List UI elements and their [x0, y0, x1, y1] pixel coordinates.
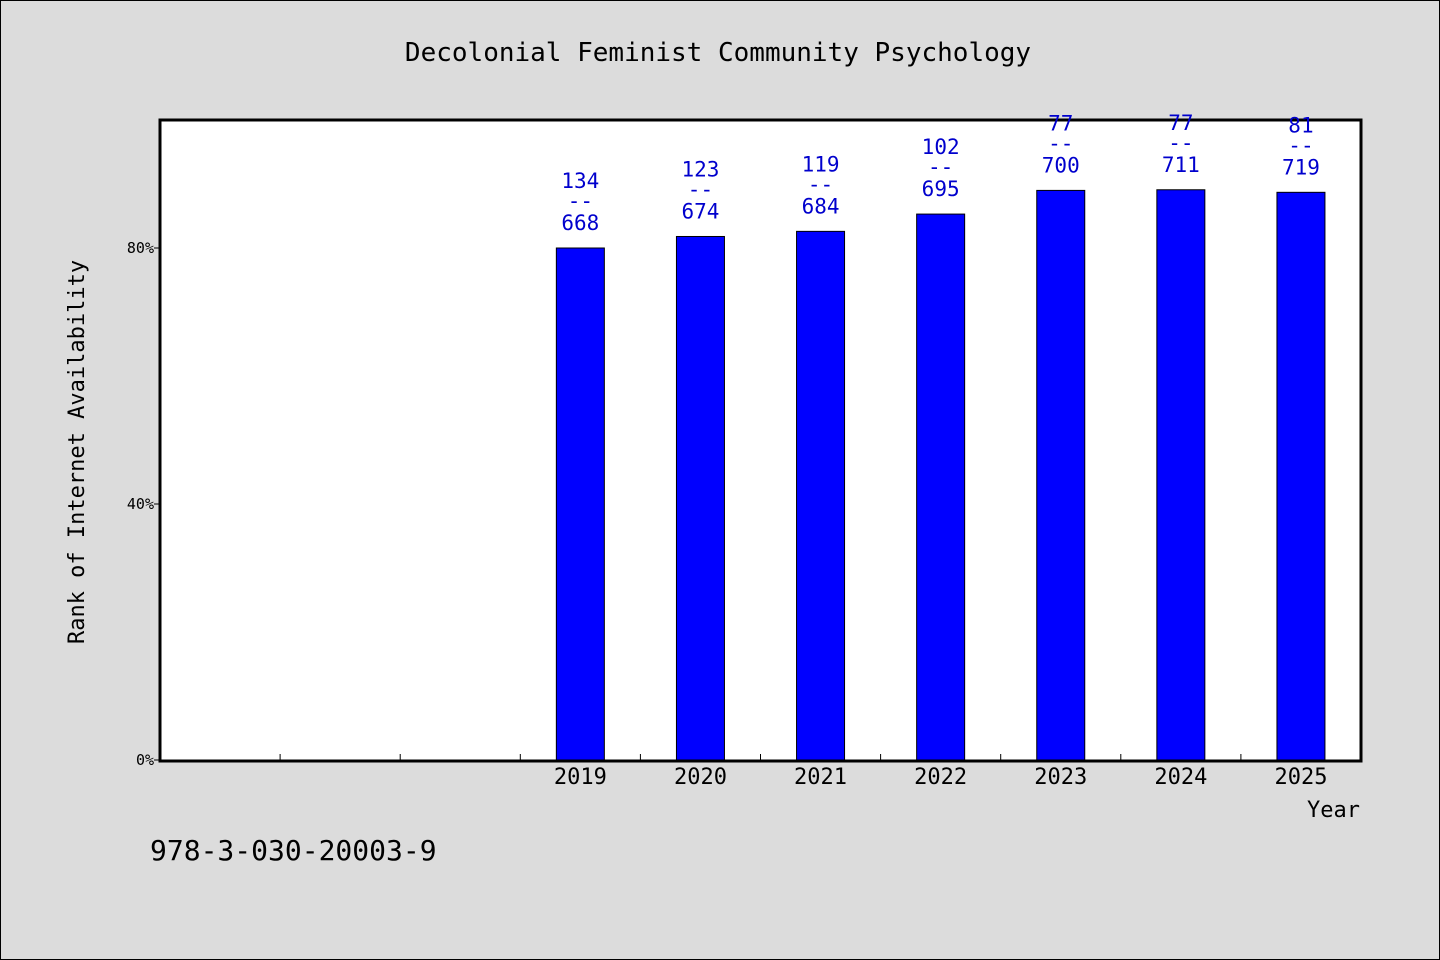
y-tick-label: 40% [127, 495, 154, 513]
x-axis-label: Year [1307, 798, 1360, 823]
x-tick-label-2024: 2024 [1154, 765, 1207, 790]
data-label-mid-2021: -- [808, 172, 833, 196]
x-tick-label-2019: 2019 [554, 765, 607, 790]
bars-group [555, 189, 1326, 761]
bar-2021 [796, 230, 846, 761]
data-label-mid-2022: -- [928, 155, 953, 179]
x-tick-label-2023: 2023 [1034, 765, 1087, 790]
y-tick-label: 80% [127, 239, 154, 257]
data-label-mid-2025: -- [1288, 133, 1313, 157]
x-tick-label-2020: 2020 [674, 765, 727, 790]
isbn-text: 978-3-030-20003-9 [150, 834, 437, 867]
data-label-top-2023: 77 [1048, 111, 1073, 135]
data-label-bottom-2019: 668 [561, 211, 599, 235]
x-tick-label-2022: 2022 [914, 765, 967, 790]
bar-2025 [1276, 191, 1326, 761]
data-label-top-2021: 119 [802, 152, 840, 176]
data-label-mid-2023: -- [1048, 131, 1073, 155]
bar-2022 [916, 213, 966, 761]
data-label-bottom-2023: 700 [1042, 153, 1080, 177]
bar-2019 [555, 247, 605, 761]
data-label-bottom-2020: 674 [681, 199, 719, 223]
data-label-bottom-2025: 719 [1282, 155, 1320, 179]
x-tick-label-2021: 2021 [794, 765, 847, 790]
data-label-mid-2019: -- [568, 189, 593, 213]
data-labels-group: 668--134674--123684--119695--102700--777… [561, 111, 1320, 235]
x-axis: 2019 2020 2021 2022 2023 2024 2025 [279, 754, 1327, 790]
bar-2024 [1156, 189, 1206, 761]
data-label-top-2022: 102 [922, 135, 960, 159]
bar-2023 [1036, 189, 1086, 761]
data-label-bottom-2022: 695 [922, 177, 960, 201]
data-label-bottom-2021: 684 [802, 194, 840, 218]
y-tick-label: 0% [136, 751, 154, 769]
data-label-bottom-2024: 711 [1162, 153, 1200, 177]
data-label-mid-2024: -- [1168, 131, 1193, 155]
y-axis: 0% 40% 80% [127, 239, 160, 769]
data-label-top-2024: 77 [1168, 111, 1193, 135]
bar-2020 [675, 235, 725, 761]
data-label-top-2025: 81 [1288, 113, 1313, 137]
y-axis-label: Rank of Internet Availability [65, 260, 90, 644]
data-label-top-2020: 123 [681, 157, 719, 181]
data-label-mid-2020: -- [688, 177, 713, 201]
data-label-top-2019: 134 [561, 169, 599, 193]
x-tick-label-2025: 2025 [1274, 765, 1327, 790]
chart-title: Decolonial Feminist Community Psychology [405, 38, 1031, 68]
